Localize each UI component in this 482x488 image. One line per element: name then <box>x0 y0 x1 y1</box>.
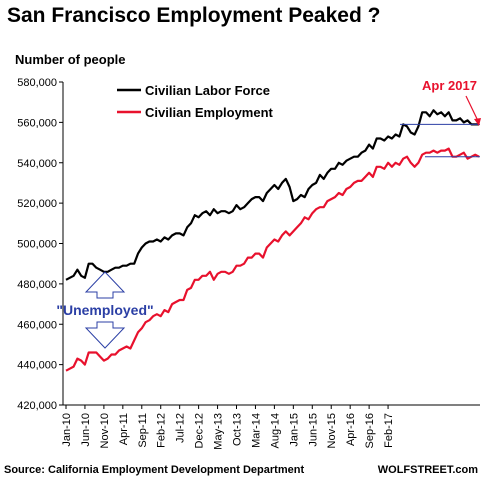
annotation-apr-2017: Apr 2017 <box>422 78 477 93</box>
unemployed-arrow-down <box>84 321 126 349</box>
annotation-arrow-head <box>474 118 481 126</box>
x-tick-label: Nov-15 <box>326 413 338 448</box>
chart-title: San Francisco Employment Peaked ? <box>7 4 381 27</box>
y-tick-label: 500,000 <box>17 239 57 251</box>
unemployed-arrow-up <box>84 271 126 299</box>
labor-force-line <box>65 109 479 281</box>
y-tick-label: 420,000 <box>17 400 57 412</box>
x-tick-label: Dec-12 <box>194 413 206 448</box>
x-axis-ticks: Jan-10 Jun-10 Nov-10 Apr-11 Sep-11 Feb-12 Jul-… <box>61 405 395 450</box>
source-note: Source: California Employment Developmen… <box>4 464 305 476</box>
x-tick-label: Jun-10 <box>80 413 92 447</box>
x-tick-label: May-13 <box>213 413 225 450</box>
x-tick-label: Jul-12 <box>175 413 187 443</box>
annotations: Apr 2017 "Unemployed" <box>56 78 481 349</box>
y-tick-label: 540,000 <box>17 158 57 170</box>
x-tick-label: Nov-10 <box>99 413 111 448</box>
x-tick-label: Feb-12 <box>156 413 168 448</box>
brand-label: WOLFSTREET.com <box>377 464 478 476</box>
x-tick-label: Aug-14 <box>269 413 281 448</box>
y-tick-label: 560,000 <box>17 117 57 129</box>
legend-label-employment: Civilian Employment <box>145 105 274 120</box>
y-axis-ticks: 420,000 440,000 460,000 480,000 500,000 520,0… <box>17 77 63 412</box>
x-tick-label: Feb-17 <box>383 413 395 448</box>
x-tick-label: Jan-15 <box>288 413 300 447</box>
y-tick-label: 580,000 <box>17 77 57 89</box>
y-tick-label: 440,000 <box>17 360 57 372</box>
x-tick-label: Sep-11 <box>137 413 149 448</box>
annotation-unemployed: "Unemployed" <box>56 302 153 318</box>
x-tick-label: Oct-13 <box>232 413 244 446</box>
y-tick-label: 460,000 <box>17 319 57 331</box>
x-tick-label: Apr-11 <box>118 413 130 445</box>
y-tick-label: 480,000 <box>17 279 57 291</box>
x-tick-label: Sep-16 <box>364 413 376 448</box>
x-tick-label: Jun-15 <box>307 413 319 447</box>
y-axis-label: Number of people <box>15 52 126 67</box>
employment-line <box>65 147 480 372</box>
x-tick-label: Mar-14 <box>250 413 262 448</box>
legend-label-labor-force: Civilian Labor Force <box>145 83 270 98</box>
x-tick-label: Apr-16 <box>345 413 357 446</box>
annotation-arrow-shaft <box>465 95 480 124</box>
y-tick-label: 520,000 <box>17 198 57 210</box>
series-lines <box>65 109 480 372</box>
legend: Civilian Labor Force Civilian Employment <box>117 83 274 120</box>
x-tick-label: Jan-10 <box>61 413 73 447</box>
